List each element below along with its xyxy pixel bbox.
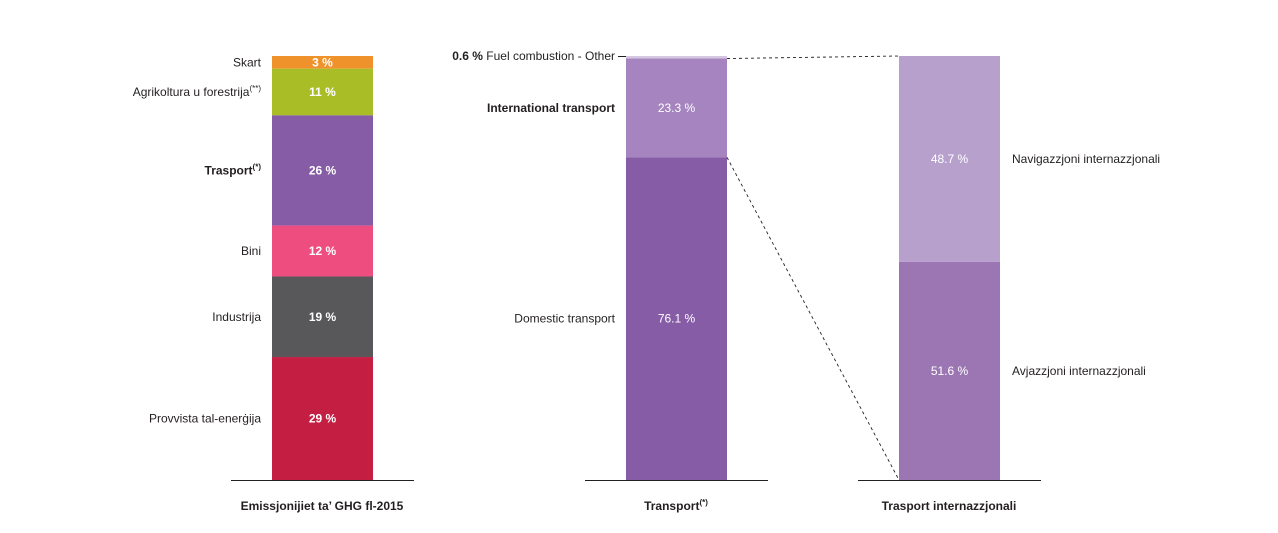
bar-segment-international-transport	[626, 58, 727, 158]
value-label-provvista-tal-energija: 29 %	[309, 412, 337, 426]
category-label-agrikoltura-u-forestrija: Agrikoltura u forestrija(**)	[133, 84, 262, 99]
bars-layer	[272, 56, 1000, 480]
value-label-trasport: 26 %	[309, 163, 337, 177]
bar-segment-navigazzjoni-internazzjonali	[899, 56, 1000, 262]
bar-segment-agrikoltura-u-forestrija	[272, 68, 373, 116]
bar-segment-bini	[272, 225, 373, 277]
connector-line-bottom	[726, 157, 900, 481]
x-axis-label-3: Trasport internazzjonali	[882, 499, 1017, 513]
value-label-navigazzjoni-internazzjonali: 48.7 %	[931, 152, 969, 166]
x-axis-label-1: Emissjonijiet ta’ GHG fl-2015	[241, 499, 404, 513]
connector-lines	[618, 55, 900, 481]
bar-segment-industrija	[272, 276, 373, 358]
value-label-domestic-transport: 76.1 %	[658, 312, 696, 326]
category-label-international-transport: International transport	[487, 101, 615, 115]
connector-line-top	[726, 55, 900, 59]
value-label-agrikoltura-u-forestrija: 11 %	[309, 85, 336, 99]
value-label-industrija: 19 %	[309, 310, 337, 324]
value-label-bini: 12 %	[309, 244, 337, 258]
category-label-trasport: Trasport(*)	[205, 162, 262, 177]
value-label-international-transport: 23.3 %	[658, 101, 696, 115]
category-label-bini: Bini	[241, 244, 261, 258]
category-label-avjazzjoni-internazzjonali: Avjazzjoni internazzjonali	[1012, 364, 1146, 378]
bar-segment-avjazzjoni-internazzjonali	[899, 261, 1000, 480]
bar-segment-domestic-transport	[626, 157, 727, 480]
x-axis-label-2: Transport(*)	[644, 498, 708, 513]
category-label-industrija: Industrija	[212, 310, 261, 324]
category-label-domestic-transport: Domestic transport	[514, 312, 615, 326]
category-label-navigazzjoni-internazzjonali: Navigazzjoni internazzjonali	[1012, 152, 1160, 166]
category-label-skart: Skart	[233, 55, 262, 69]
category-label-fuel-combustion-other: 0.6 % Fuel combustion - Other	[452, 49, 615, 63]
bar-segment-fuel-combustion-other	[626, 56, 727, 59]
bar-segment-trasport	[272, 115, 373, 226]
value-label-avjazzjoni-internazzjonali: 51.6 %	[931, 364, 969, 378]
labels-layer: 3 % Skart 11 % Agrikoltura u forestrija(**)…	[133, 49, 1160, 513]
bar-segment-skart	[272, 56, 373, 69]
value-label-skart: 3 %	[312, 55, 333, 69]
bar-segment-provvista-tal-energija	[272, 357, 373, 480]
category-label-provvista-tal-energija: Provvista tal-enerġija	[149, 412, 261, 426]
